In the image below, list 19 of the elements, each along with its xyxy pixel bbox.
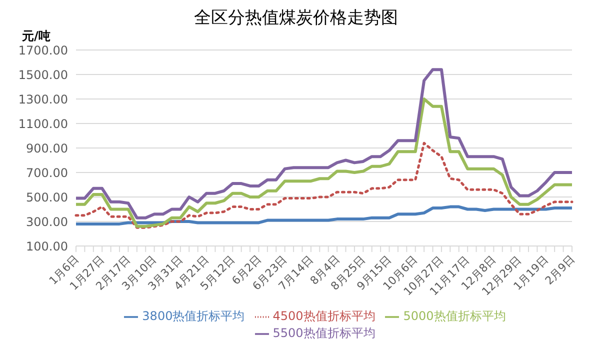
legend-label: 3800热值折标平均 xyxy=(142,309,245,323)
line-series xyxy=(74,98,574,228)
line-series xyxy=(74,142,574,229)
chart-title: 全区分热值煤炭价格走势图 xyxy=(193,7,399,29)
y-tick-label: 500.00 xyxy=(26,190,68,204)
y-tick-label: 300.00 xyxy=(26,214,68,229)
legend-label: 5000热值折标平均 xyxy=(403,309,506,323)
line-series xyxy=(74,205,574,226)
line-series xyxy=(74,68,574,220)
y-tick-label: 700.00 xyxy=(26,166,68,180)
y-tick-label: 100.00 xyxy=(26,239,68,254)
legend-label: 5500热值折标平均 xyxy=(272,326,376,340)
y-tick-label: 900.00 xyxy=(26,141,68,156)
legend-label: 4500热值折标平均 xyxy=(272,309,376,323)
y-tick-label: 1500.00 xyxy=(18,68,68,82)
y-axis-title: 元/吨 xyxy=(22,28,50,45)
y-tick-label: 1100.00 xyxy=(18,116,68,131)
y-tick-label: 1300.00 xyxy=(18,92,68,106)
y-tick-label: 1700.00 xyxy=(18,43,68,58)
